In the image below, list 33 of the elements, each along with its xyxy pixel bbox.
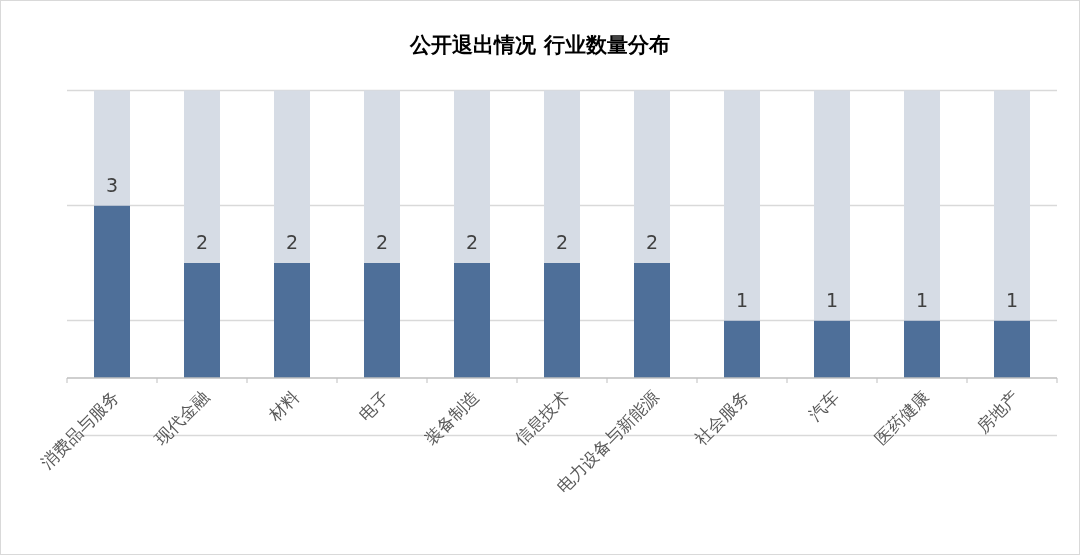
data-label: 2 — [555, 231, 569, 253]
x-tick-label: 房地产 — [972, 386, 1023, 437]
x-tick-label: 医药健康 — [870, 386, 933, 449]
bar — [544, 263, 580, 378]
x-tick-label: 装备制造 — [420, 386, 483, 449]
bar — [454, 263, 490, 378]
x-tick-label: 汽车 — [804, 386, 843, 425]
data-label: 2 — [375, 231, 389, 253]
data-label: 1 — [735, 288, 749, 311]
data-label: 2 — [645, 231, 659, 253]
data-label: 3 — [105, 173, 119, 196]
x-tick-label: 信息技术 — [510, 386, 573, 449]
bar — [814, 320, 850, 378]
data-label: 2 — [285, 231, 299, 253]
bar — [274, 263, 310, 378]
x-tick-label: 社会服务 — [690, 386, 753, 449]
bar — [94, 205, 130, 378]
bar — [364, 263, 400, 378]
chart-title: 公开退出情况 行业数量分布 — [409, 33, 670, 57]
x-tick-label: 电子 — [354, 386, 393, 425]
bar — [904, 320, 940, 378]
data-label: 1 — [1005, 288, 1019, 311]
x-tick-label: 消费品与服务 — [36, 386, 123, 473]
bar — [994, 320, 1030, 378]
data-label: 1 — [915, 288, 929, 311]
x-tick-label: 现代金融 — [150, 386, 213, 449]
bar — [634, 263, 670, 378]
bar — [724, 320, 760, 378]
data-label: 1 — [825, 288, 839, 311]
data-label: 2 — [195, 231, 209, 253]
x-tick-label: 材料 — [263, 386, 303, 426]
data-label: 2 — [465, 231, 479, 253]
bar — [184, 263, 220, 378]
